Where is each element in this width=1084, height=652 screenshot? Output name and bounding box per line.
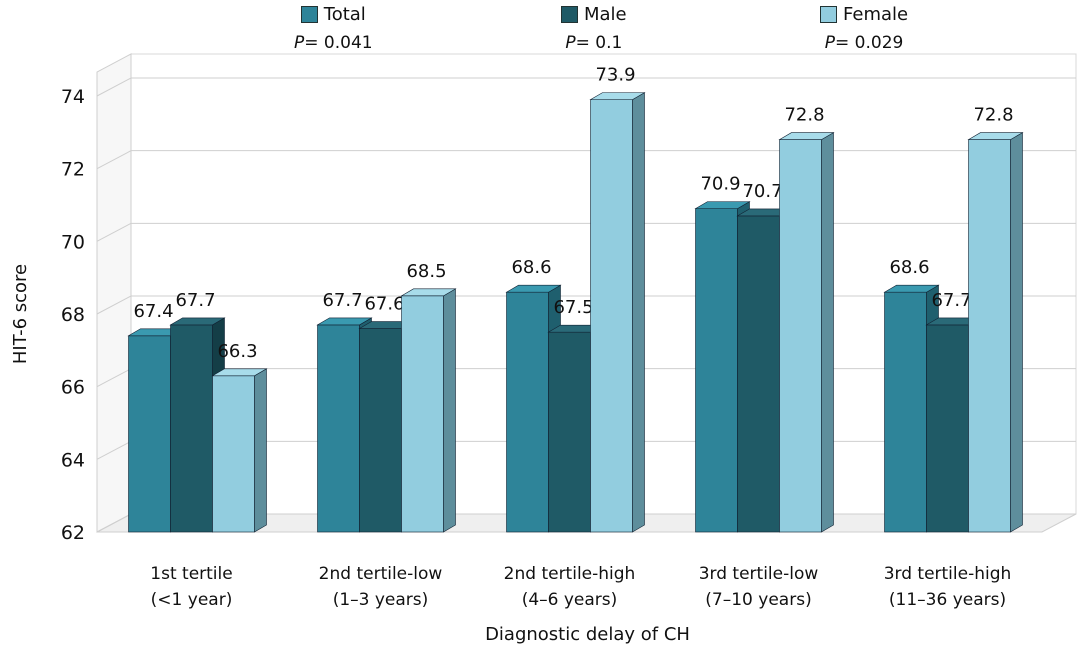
p-value-male: P= 0.1 xyxy=(565,33,622,53)
bar-side-female xyxy=(632,92,645,533)
bar-top-total xyxy=(316,317,373,326)
data-label: 67.7 xyxy=(931,290,971,311)
y-tick-label: 72 xyxy=(61,159,85,181)
x-axis-title: Diagnostic delay of CH xyxy=(485,624,690,645)
legend-total: Total P= 0.041 xyxy=(294,4,373,53)
data-label: 68.6 xyxy=(889,257,929,278)
bar-top-total xyxy=(694,201,751,209)
data-label: 67.7 xyxy=(175,290,215,311)
bar-total xyxy=(695,208,738,533)
data-label: 72.8 xyxy=(973,105,1013,126)
x-tick-label: 2nd tertile-high xyxy=(504,564,636,584)
bar-side-female xyxy=(821,132,834,533)
y-tick-label: 66 xyxy=(61,377,85,399)
bar-top-total xyxy=(505,284,562,293)
bar-top-male xyxy=(169,317,226,326)
x-tick-sublabel: (7–10 years) xyxy=(705,590,811,610)
legend-swatch-total xyxy=(300,6,318,23)
bar-top-female xyxy=(211,368,268,377)
bar-female xyxy=(401,295,444,533)
bar-female xyxy=(590,99,633,533)
bar-top-female xyxy=(400,288,457,297)
bar-male xyxy=(737,215,780,533)
data-label: 70.7 xyxy=(742,181,782,202)
p-value-text: = 0.041 xyxy=(304,33,373,53)
gridline xyxy=(96,77,1076,97)
data-label: 70.9 xyxy=(700,174,740,195)
data-label: 67.6 xyxy=(364,294,404,315)
bar-top-female xyxy=(967,132,1024,140)
data-label: 67.5 xyxy=(553,297,593,318)
y-tick-label: 74 xyxy=(61,86,85,108)
data-label: 68.5 xyxy=(406,261,446,282)
x-tick-sublabel: (1–3 years) xyxy=(333,590,429,610)
bar-total xyxy=(506,291,549,533)
data-label: 67.7 xyxy=(322,290,362,311)
bar-female xyxy=(212,375,255,533)
bar-top-female xyxy=(589,92,646,100)
data-label: 68.6 xyxy=(511,257,551,278)
x-tick-sublabel: (4–6 years) xyxy=(522,590,618,610)
p-symbol: P xyxy=(294,33,305,53)
data-label: 73.9 xyxy=(595,65,635,86)
bar-top-female xyxy=(778,132,835,140)
y-tick-label: 68 xyxy=(61,304,85,326)
p-value-female: P= 0.029 xyxy=(825,33,904,53)
y-tick-label: 70 xyxy=(61,231,85,253)
x-tick-label: 1st tertile xyxy=(150,564,232,584)
legend-swatch-female xyxy=(820,6,837,23)
bar-total xyxy=(128,335,171,533)
bar-male xyxy=(359,328,402,533)
x-tick-label: 3rd tertile-low xyxy=(699,564,819,584)
bar-female xyxy=(968,139,1011,533)
bar-total xyxy=(884,291,927,533)
bar-male xyxy=(548,331,591,533)
bar-side-female xyxy=(443,288,456,533)
bar-male xyxy=(926,324,969,533)
data-label: 72.8 xyxy=(784,105,824,126)
p-symbol: P xyxy=(565,33,576,53)
gridline xyxy=(96,150,1076,170)
y-tick-label: 62 xyxy=(61,522,85,544)
x-tick-sublabel: (<1 year) xyxy=(151,590,233,610)
legend-female: Female P= 0.029 xyxy=(820,4,908,53)
data-label: 66.3 xyxy=(217,341,257,362)
legend-swatch-male xyxy=(561,6,578,23)
legend-label-female: Female xyxy=(843,4,909,25)
bar-side-female xyxy=(254,368,267,533)
data-label: 67.4 xyxy=(133,301,173,322)
bar-total xyxy=(317,324,360,533)
bar-male xyxy=(170,324,213,533)
side-wall xyxy=(96,53,132,533)
y-tick-label: 64 xyxy=(61,449,85,471)
p-value-text: = 0.029 xyxy=(835,33,904,53)
legend-label-male: Male xyxy=(584,4,627,25)
x-tick-sublabel: (11–36 years) xyxy=(889,590,1006,610)
p-value-total: P= 0.041 xyxy=(294,33,373,53)
y-axis-title: HIT-6 score xyxy=(10,264,31,364)
bar-top-total xyxy=(883,284,940,293)
p-value-text: = 0.1 xyxy=(575,33,623,53)
x-tick-label: 3rd tertile-high xyxy=(884,564,1012,584)
bar-female xyxy=(779,139,822,533)
legend-label-total: Total xyxy=(323,4,366,25)
p-symbol: P xyxy=(824,33,836,53)
x-tick-label: 2nd tertile-low xyxy=(319,564,443,584)
legend-male: Male P= 0.1 xyxy=(561,4,627,53)
bar-side-female xyxy=(1010,132,1023,533)
